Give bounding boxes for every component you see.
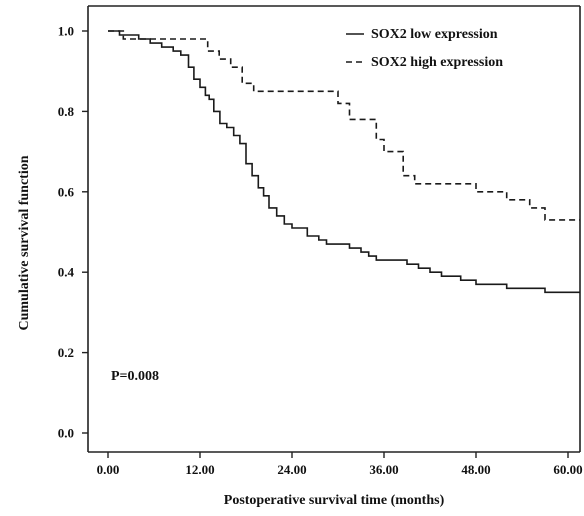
series-low-expression-line xyxy=(108,30,580,294)
p-value-annotation: P=0.008 xyxy=(111,369,159,384)
x-tick-label: 0.00 xyxy=(97,462,120,477)
y-tick-label: 0.8 xyxy=(58,104,75,119)
x-tick-label: 36.00 xyxy=(369,462,398,477)
y-ticks: 0.0 0.2 0.4 0.6 0.8 1.0 xyxy=(58,24,88,441)
series-high-expression-line xyxy=(108,30,580,221)
y-tick-label: 0.6 xyxy=(58,184,75,199)
legend-label-low: SOX2 low expression xyxy=(371,27,498,42)
x-tick-label: 48.00 xyxy=(461,462,490,477)
series-layer xyxy=(108,30,580,294)
x-ticks: 0.00 12.00 24.00 36.00 48.00 60.00 xyxy=(97,452,583,477)
x-tick-label: 12.00 xyxy=(185,462,214,477)
y-tick-label: 1.0 xyxy=(58,24,74,39)
legend: SOX2 low expression SOX2 high expression xyxy=(346,27,503,70)
y-tick-label: 0.4 xyxy=(58,265,75,280)
x-tick-label: 60.00 xyxy=(553,462,582,477)
y-axis-title: Cumulative survival function xyxy=(17,155,32,330)
legend-label-high: SOX2 high expression xyxy=(371,55,503,70)
y-tick-label: 0.2 xyxy=(58,345,74,360)
y-tick-label: 0.0 xyxy=(58,426,74,441)
x-tick-label: 24.00 xyxy=(277,462,306,477)
x-axis-title: Postoperative survival time (months) xyxy=(224,493,445,508)
axes xyxy=(87,5,581,453)
